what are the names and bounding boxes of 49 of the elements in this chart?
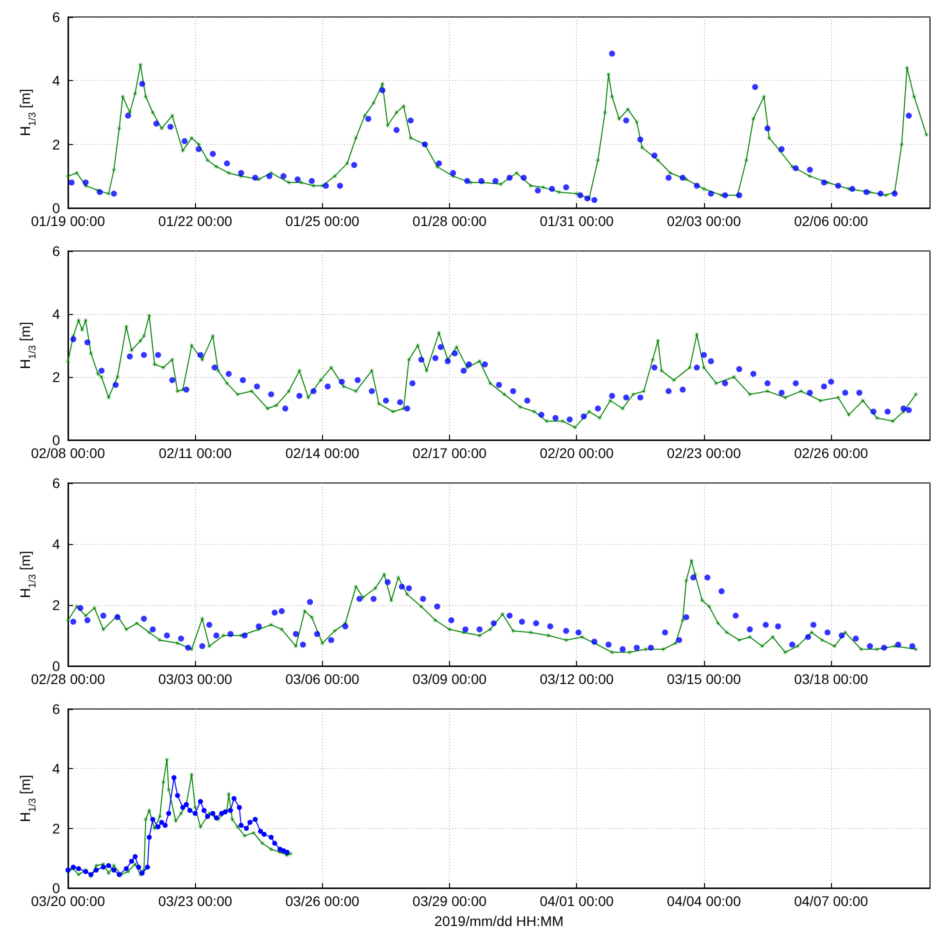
x-tick-label: 01/19 00:00 <box>31 213 106 229</box>
x-tick-label: 02/28 00:00 <box>31 671 106 687</box>
x-tick-label: 03/09 00:00 <box>412 671 487 687</box>
x-tick-label: 03/23 00:00 <box>158 893 232 909</box>
x-tick-label: 03/15 00:00 <box>666 671 742 687</box>
x-axis-title: 2019/mm/dd HH:MM <box>434 913 564 929</box>
y-tick-label: 4 <box>52 760 60 777</box>
x-tick-label: 04/07 00:00 <box>794 893 868 909</box>
y-tick-label: 4 <box>52 306 60 322</box>
y-axis-title: H1/3 [m] <box>17 550 38 598</box>
x-tick-label: 04/04 00:00 <box>666 893 742 909</box>
y-tick-label: 4 <box>52 72 60 89</box>
x-tick-label: 03/18 00:00 <box>794 671 868 687</box>
y-tick-label: 2 <box>52 369 60 385</box>
x-tick-label: 03/20 00:00 <box>31 893 106 909</box>
x-tick-label: 01/22 00:00 <box>158 213 232 229</box>
y-tick-label: 4 <box>52 536 60 552</box>
x-tick-label: 02/14 00:00 <box>285 445 360 461</box>
x-tick-label: 02/06 00:00 <box>794 213 868 229</box>
y-tick-label: 0 <box>52 432 60 448</box>
x-tick-label: 03/29 00:00 <box>412 893 487 909</box>
y-tick-label: 2 <box>52 597 60 613</box>
x-tick-label: 02/17 00:00 <box>412 445 487 461</box>
y-axis-title: H1/3 [m] <box>17 322 38 370</box>
y-tick-label: 6 <box>52 701 60 717</box>
x-tick-label: 02/08 00:00 <box>31 445 106 461</box>
y-tick-label: 0 <box>52 200 60 216</box>
x-tick-label: 02/03 00:00 <box>666 213 742 229</box>
x-tick-label: 03/06 00:00 <box>285 671 360 687</box>
x-tick-label: 03/26 00:00 <box>285 893 360 909</box>
y-tick-label: 6 <box>52 9 60 25</box>
y-tick-label: 0 <box>52 658 60 674</box>
y-tick-label: 6 <box>52 475 60 491</box>
y-tick-label: 0 <box>52 880 60 896</box>
x-tick-label: 03/12 00:00 <box>540 671 614 687</box>
x-tick-label: 01/25 00:00 <box>285 213 360 229</box>
x-tick-label: 03/03 00:00 <box>158 671 232 687</box>
x-tick-label: 02/11 00:00 <box>158 445 232 461</box>
y-axis-title: H1/3 [m] <box>17 88 38 136</box>
y-tick-label: 2 <box>52 820 60 836</box>
y-axis-title: H1/3 [m] <box>17 774 38 822</box>
x-tick-label: 02/23 00:00 <box>666 445 742 461</box>
y-tick-label: 2 <box>52 136 60 152</box>
y-tick-label: 6 <box>52 243 60 259</box>
x-tick-label: 01/31 00:00 <box>540 213 614 229</box>
x-tick-label: 04/01 00:00 <box>540 893 614 909</box>
x-tick-label: 01/28 00:00 <box>412 213 487 229</box>
x-tick-label: 02/20 00:00 <box>540 445 614 461</box>
x-tick-label: 02/26 00:00 <box>794 445 868 461</box>
